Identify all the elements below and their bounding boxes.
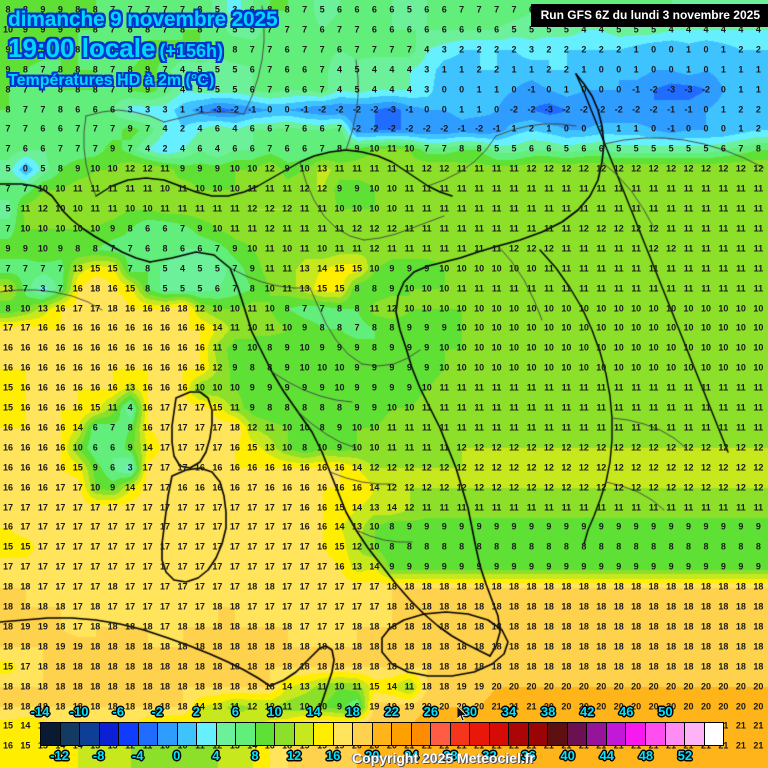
legend-swatch[interactable]	[606, 723, 627, 745]
legend-swatch[interactable]	[294, 723, 315, 745]
legend-swatch[interactable]	[587, 723, 607, 745]
legend-swatch[interactable]	[704, 723, 724, 745]
model-run-banner: Run GFS 6Z du lundi 3 novembre 2025	[530, 4, 768, 27]
legend-swatch[interactable]	[216, 723, 237, 745]
legend-swatch[interactable]	[99, 723, 120, 745]
legend-swatch[interactable]	[685, 723, 705, 745]
legend-swatch[interactable]	[372, 723, 393, 745]
legend-swatch[interactable]	[177, 723, 198, 745]
legend-swatch[interactable]	[411, 723, 432, 745]
legend-swatch[interactable]	[626, 723, 646, 745]
legend-swatch[interactable]	[41, 723, 61, 745]
legend-swatch[interactable]	[431, 723, 451, 745]
legend-swatch[interactable]	[333, 723, 354, 745]
legend-swatch[interactable]	[138, 723, 159, 745]
legend-swatch[interactable]	[255, 723, 276, 745]
legend-swatch[interactable]	[119, 723, 139, 745]
legend-swatch[interactable]	[275, 723, 295, 745]
legend-swatch[interactable]	[158, 723, 178, 745]
legend-swatch[interactable]	[60, 723, 81, 745]
legend-swatch[interactable]	[528, 723, 549, 745]
legend-swatch[interactable]	[353, 723, 373, 745]
legend-swatch[interactable]	[470, 723, 490, 745]
legend-swatch[interactable]	[567, 723, 588, 745]
legend-swatch[interactable]	[489, 723, 510, 745]
legend-swatch[interactable]	[645, 723, 666, 745]
legend-swatch[interactable]	[450, 723, 471, 745]
legend-swatch[interactable]	[197, 723, 217, 745]
legend-swatch[interactable]	[509, 723, 529, 745]
legend-color-bar[interactable]	[40, 722, 724, 746]
legend-swatch[interactable]	[392, 723, 412, 745]
legend-swatch[interactable]	[665, 723, 686, 745]
temperature-color-legend[interactable]: -14 -10 -6 -2 2 6 10 14 18 22 26 30 34 38 42 46 50 -12 -8-…	[31, 705, 724, 762]
legend-swatch[interactable]	[314, 723, 334, 745]
legend-swatch[interactable]	[80, 723, 100, 745]
legend-swatch[interactable]	[548, 723, 568, 745]
legend-swatch[interactable]	[236, 723, 256, 745]
